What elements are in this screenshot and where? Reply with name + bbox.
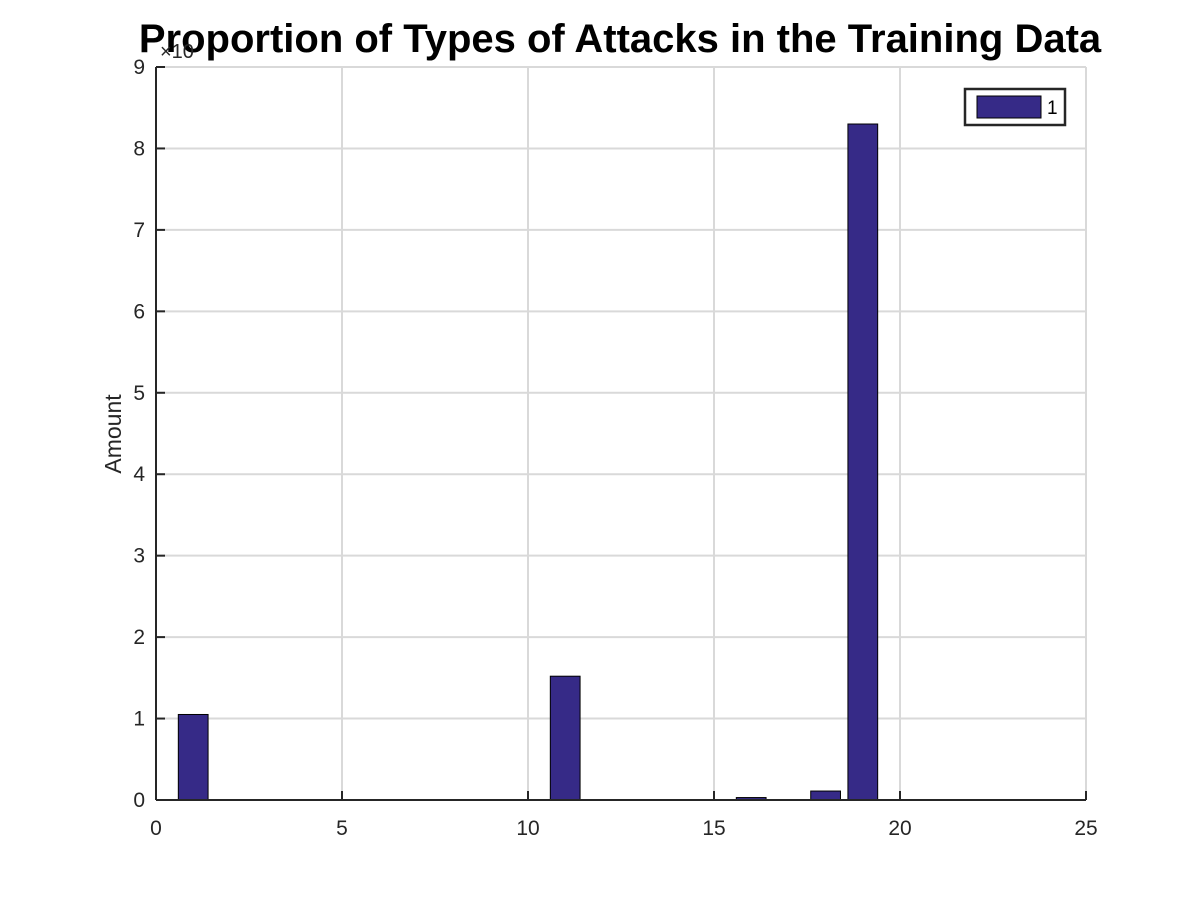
bar xyxy=(810,790,841,801)
legend-entry-label: 1 xyxy=(1047,98,1058,119)
y-tick-label: 9 xyxy=(133,56,145,79)
y-exponent-label: ×10 xyxy=(160,41,194,63)
y-tick-label: 7 xyxy=(133,219,145,242)
y-tick-label: 1 xyxy=(133,708,145,731)
legend: 1 xyxy=(963,87,1067,127)
ticks: 0 5 10 15 20 25 0 1 2 3 4 5 6 7 8 9 xyxy=(133,56,1097,840)
bars xyxy=(177,123,990,801)
y-axis-label: Amount xyxy=(100,394,126,474)
x-tick-label: 10 xyxy=(516,817,539,840)
y-tick-label: 6 xyxy=(133,300,145,323)
chart-title: Proportion of Types of Attacks in the Tr… xyxy=(139,17,1102,61)
bar xyxy=(847,123,879,801)
y-tick-label: 3 xyxy=(133,545,145,568)
bar xyxy=(177,713,209,801)
x-tick-label: 25 xyxy=(1074,817,1097,840)
y-tick-label: 5 xyxy=(133,382,145,405)
x-tick-label: 15 xyxy=(702,817,725,840)
x-tick-label: 5 xyxy=(336,817,348,840)
x-tick-label: 20 xyxy=(888,817,911,840)
y-tick-label: 4 xyxy=(133,463,145,486)
bar xyxy=(549,675,581,801)
y-tick-label: 8 xyxy=(133,137,145,160)
grid xyxy=(155,66,1087,801)
y-tick-label: 2 xyxy=(133,626,145,649)
legend-swatch xyxy=(976,95,1042,119)
x-tick-label: 0 xyxy=(150,817,162,840)
axes xyxy=(155,67,1086,801)
y-tick-label: 0 xyxy=(133,789,145,812)
